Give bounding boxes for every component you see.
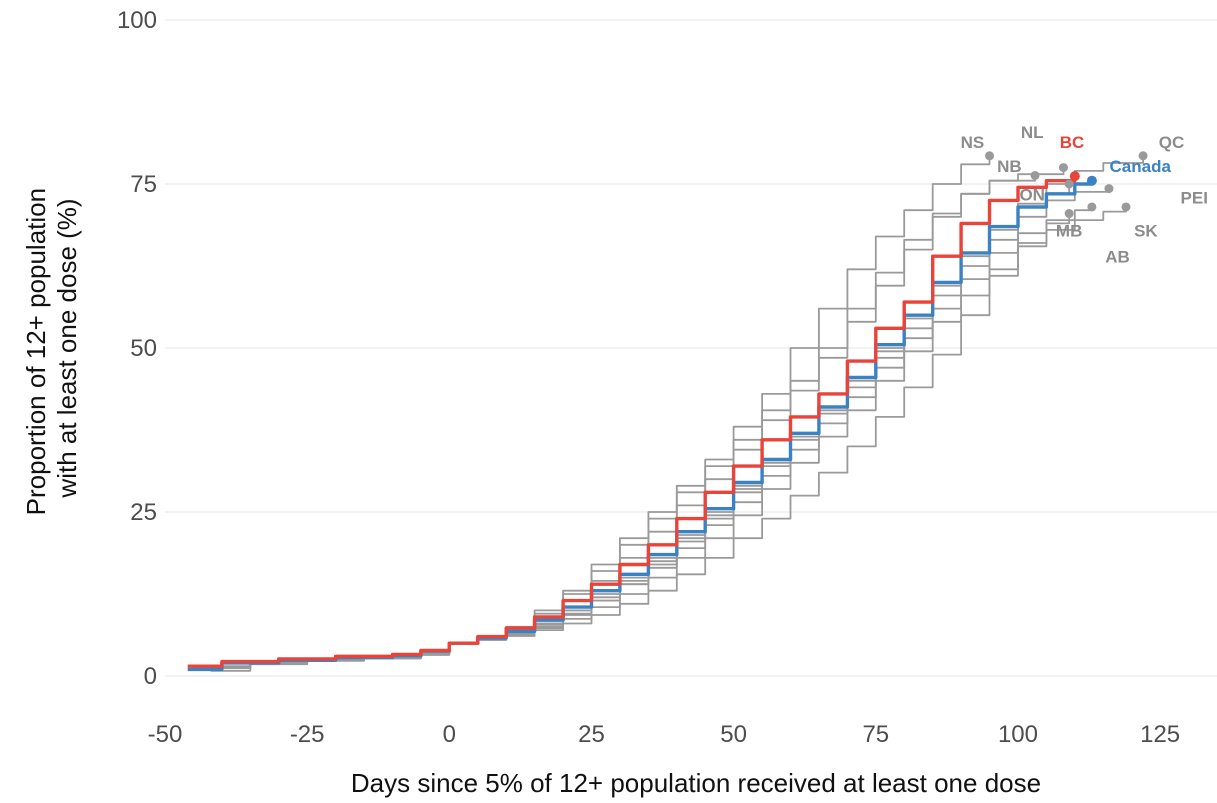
series-endpoint-mb xyxy=(1087,202,1097,212)
series-label-qc: QC xyxy=(1159,133,1185,152)
x-tick-label: -50 xyxy=(148,721,183,748)
series-label-ns: NS xyxy=(961,133,985,152)
series-endpoint-nl xyxy=(1058,163,1068,173)
series-endpoint-ab xyxy=(1064,209,1074,219)
series-line-sk xyxy=(199,207,1127,669)
series-label-pei: PEI xyxy=(1181,189,1208,208)
series-line-ab xyxy=(210,213,1071,672)
series-line-nl xyxy=(210,167,1065,669)
series-line-bc xyxy=(187,176,1077,668)
y-tick-label: 100 xyxy=(117,7,157,34)
series-label-canada: Canada xyxy=(1110,157,1172,176)
series-endpoint-on xyxy=(1064,179,1074,189)
y-axis-title-line-2: with at least one dose (%) xyxy=(52,198,82,498)
series-label-ab: AB xyxy=(1105,248,1130,267)
x-tick-label: 75 xyxy=(862,721,889,748)
y-tick-label: 75 xyxy=(130,171,157,198)
series-label-sk: SK xyxy=(1134,221,1158,240)
y-tick-label: 50 xyxy=(130,335,157,362)
series-line-pei xyxy=(204,188,1110,669)
series-label-nl: NL xyxy=(1021,123,1044,142)
x-axis-title: Days since 5% of 12+ population received… xyxy=(351,768,1041,798)
series-endpoints xyxy=(985,151,1148,219)
series-endpoint-canada xyxy=(1086,175,1097,186)
series-label-on: ON xyxy=(1019,185,1045,204)
y-axis-title: Proportion of 12+ population with at lea… xyxy=(21,181,82,516)
series-lines xyxy=(187,155,1144,672)
series-endpoint-pei xyxy=(1104,184,1114,194)
series-label-bc: BC xyxy=(1060,133,1085,152)
x-tick-label: 50 xyxy=(720,721,747,748)
x-tick-label: -25 xyxy=(290,721,325,748)
series-endpoint-sk xyxy=(1121,202,1131,212)
y-tick-label: 0 xyxy=(144,663,157,690)
series-endpoint-ns xyxy=(985,151,995,161)
y-axis-title-line-1: Proportion of 12+ population xyxy=(21,188,51,515)
x-tick-label: 25 xyxy=(578,721,605,748)
series-label-nb: NB xyxy=(997,157,1022,176)
series-endpoint-qc xyxy=(1138,151,1148,161)
series-endpoint-bc xyxy=(1069,171,1080,182)
series-endpoint-nb xyxy=(1030,170,1040,180)
gridlines xyxy=(165,19,1217,677)
y-tick-labels: 0 25 50 75 100 xyxy=(117,7,157,690)
y-tick-label: 25 xyxy=(130,499,157,526)
x-tick-labels: -50 -25 0 25 50 75 100 125 xyxy=(148,721,1181,748)
x-tick-label: 100 xyxy=(998,721,1038,748)
x-tick-label: 125 xyxy=(1140,721,1180,748)
series-label-mb: MB xyxy=(1056,221,1082,240)
x-tick-label: 0 xyxy=(443,721,456,748)
series-line-canada xyxy=(187,180,1094,672)
